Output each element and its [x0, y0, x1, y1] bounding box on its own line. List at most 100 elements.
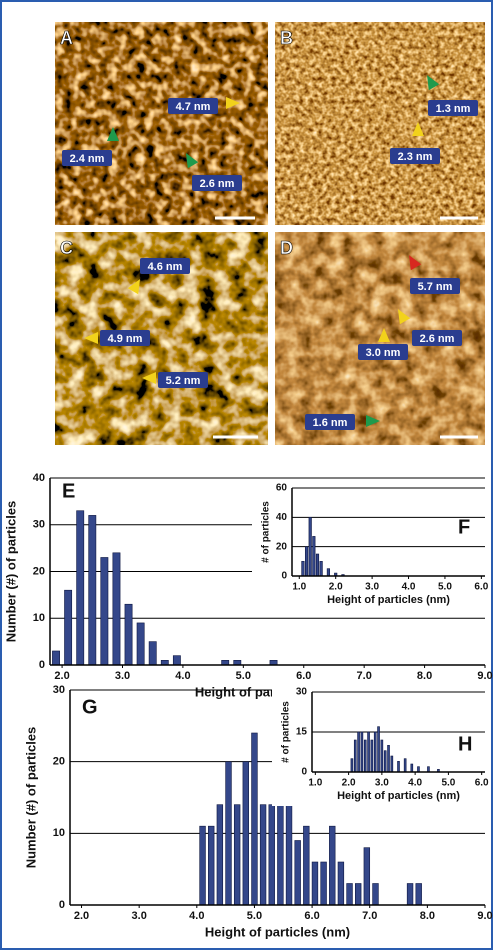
bar [363, 847, 371, 906]
y-tick-label: 30 [53, 684, 65, 696]
annotation: 3.0 nm [366, 347, 401, 359]
y-tick-label: 30 [33, 519, 45, 531]
bar [357, 731, 360, 773]
bar [148, 641, 157, 666]
x-tick-label: 3.0 [115, 670, 130, 682]
x-tick-label: 4.0 [189, 910, 204, 922]
x-tick-label: 8.0 [420, 910, 435, 922]
x-tick-label: 9.0 [477, 910, 492, 922]
annotation-box [140, 258, 190, 274]
arrowhead [366, 415, 380, 427]
x-tick-label: 8.0 [417, 670, 432, 682]
arrowhead [226, 97, 240, 109]
x-tick-label: 6.0 [474, 582, 488, 593]
bar [136, 622, 145, 666]
annotation-box [305, 414, 355, 430]
annotation: 2.3 nm [398, 151, 433, 163]
bar [380, 739, 384, 773]
x-tick-label: 5.0 [441, 778, 455, 789]
panel-label: G [82, 696, 98, 718]
annotation: 2.6 nm [420, 333, 455, 345]
bar [303, 825, 310, 906]
y-tick-label: 10 [33, 612, 45, 624]
x-tick-label: 3.0 [375, 778, 389, 789]
annotation: 4.6 nm [148, 261, 183, 273]
bar [285, 804, 293, 906]
panel-label-box [456, 735, 476, 755]
bar [363, 739, 367, 773]
annotation: 2.4 nm [70, 153, 105, 165]
annotation: 5.7 nm [418, 281, 453, 293]
annotation-box [358, 344, 408, 360]
bar [417, 766, 420, 773]
annotation: 2.6 nm [200, 178, 235, 190]
annotation: 5.2 nm [166, 375, 201, 387]
bar [370, 739, 374, 773]
arrowhead [127, 279, 140, 295]
arrowhead [409, 255, 422, 271]
annotation-box [62, 150, 112, 166]
arrowhead [142, 372, 156, 384]
bar [242, 761, 249, 906]
x-tick-label: 9.0 [477, 670, 492, 682]
annotation-box [192, 175, 242, 191]
bar [112, 552, 121, 666]
bar [301, 561, 305, 577]
bar [308, 517, 312, 577]
bar [337, 861, 345, 906]
arrowhead [412, 122, 424, 136]
bar [319, 561, 323, 577]
y-axis-label: Number (#) of particles [23, 727, 38, 869]
panel-label-box [60, 482, 80, 502]
panel-label-box [80, 698, 100, 718]
bar [346, 883, 353, 906]
annotation-box [158, 372, 208, 388]
panel-label: A [60, 28, 73, 48]
bar [311, 861, 319, 906]
x-tick-label: 6.0 [296, 670, 311, 682]
x-tick-label: 5.0 [236, 670, 251, 682]
bar [387, 745, 390, 773]
x-tick-label: 1.0 [308, 778, 322, 789]
bar [403, 758, 407, 773]
x-tick-label: 7.0 [362, 910, 377, 922]
x-tick-label: 5.0 [438, 582, 452, 593]
bar [76, 510, 85, 666]
x-tick-label: 7.0 [357, 670, 372, 682]
bar [353, 739, 357, 773]
bar [312, 536, 316, 577]
arrowhead [427, 75, 440, 91]
y-tick-label: 15 [296, 727, 308, 738]
panel-label: H [458, 733, 472, 755]
x-tick-label: 3.0 [132, 910, 147, 922]
y-axis-label: # of particles [261, 501, 272, 563]
annotation-box [412, 330, 462, 346]
x-tick-label: 3.0 [365, 582, 379, 593]
bar [355, 883, 362, 906]
y-tick-label: 10 [53, 827, 65, 839]
arrowhead [398, 309, 411, 325]
arrowhead [84, 332, 98, 344]
y-tick-label: 0 [39, 659, 45, 671]
bar [88, 515, 97, 666]
y-axis-label: # of particles [281, 701, 292, 763]
y-tick-label: 40 [33, 472, 45, 484]
y-tick-label: 20 [33, 565, 45, 577]
bar [372, 883, 379, 906]
x-axis-label: Height of particles (nm) [337, 790, 460, 802]
x-tick-label: 6.0 [304, 910, 319, 922]
x-axis-label: Height of particles (nm) [205, 924, 350, 939]
bar [373, 731, 377, 773]
y-tick-label: 0 [281, 571, 287, 582]
bar [326, 568, 330, 577]
bar [294, 840, 301, 906]
bar [315, 553, 320, 577]
panel-label: C [60, 238, 73, 258]
bar [415, 883, 422, 906]
y-tick-label: 40 [276, 512, 288, 523]
bar [225, 761, 232, 906]
annotation-box [100, 330, 150, 346]
annotation: 1.6 nm [313, 417, 348, 429]
